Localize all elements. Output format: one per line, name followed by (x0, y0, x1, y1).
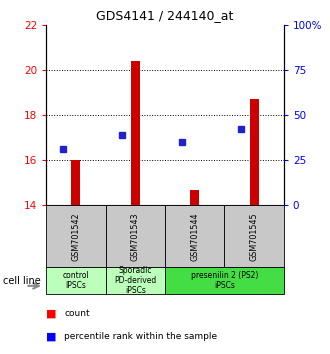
Text: Sporadic
PD-derived
iPSCs: Sporadic PD-derived iPSCs (114, 266, 156, 296)
Text: control
IPSCs: control IPSCs (62, 271, 89, 290)
Bar (46, 205, 106, 267)
Bar (72, 160, 81, 205)
Text: GSM701545: GSM701545 (249, 212, 259, 261)
Bar (106, 205, 165, 267)
Text: count: count (64, 309, 90, 318)
Bar (165, 267, 284, 294)
Text: percentile rank within the sample: percentile rank within the sample (64, 332, 217, 341)
Text: GSM701544: GSM701544 (190, 212, 199, 261)
Bar (250, 99, 259, 205)
Text: ■: ■ (46, 331, 57, 341)
Bar (131, 61, 140, 205)
Bar (165, 205, 224, 267)
Bar (106, 267, 165, 294)
Text: GSM701542: GSM701542 (71, 212, 81, 261)
Text: cell line: cell line (3, 275, 41, 286)
Text: ■: ■ (46, 308, 57, 318)
Title: GDS4141 / 244140_at: GDS4141 / 244140_at (96, 9, 234, 22)
Bar (46, 267, 106, 294)
Text: presenilin 2 (PS2)
iPSCs: presenilin 2 (PS2) iPSCs (191, 271, 258, 290)
Text: GSM701543: GSM701543 (131, 212, 140, 261)
Bar (224, 205, 284, 267)
Bar (190, 189, 199, 205)
